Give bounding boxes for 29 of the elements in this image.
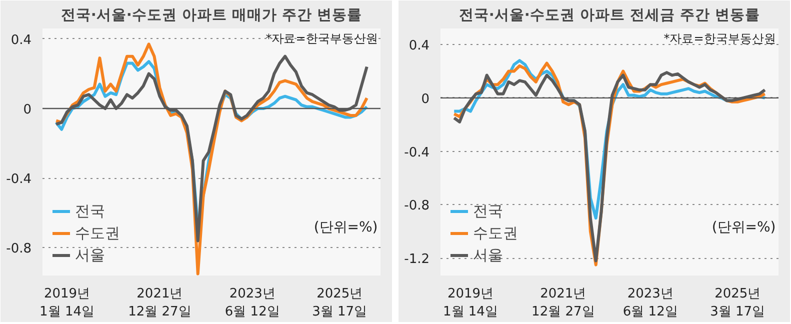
x-tick-label: 2025년 3월 17일 (312, 286, 368, 320)
x-tick-label: 2021년 12월 27일 (532, 286, 595, 320)
annotation: (단위=%) (314, 220, 378, 236)
y-tick-label: -0.8 (6, 242, 32, 257)
y-tick-label: 0.4 (408, 38, 430, 54)
x-tick-label: 2021년 12월 27일 (128, 286, 192, 320)
y-tick-label: -0.4 (404, 145, 430, 160)
legend-label: 서울 (473, 246, 503, 264)
legend-label: 수도권 (473, 224, 518, 242)
y-tick-label: 0 (421, 92, 430, 107)
annotation: *자료=한국부동산원 (664, 32, 776, 46)
x-tick-label: 2019년 1월 14일 (40, 286, 95, 320)
x-tick-label: 2019년 1월 14일 (443, 286, 498, 320)
y-tick-label: 0 (23, 102, 32, 118)
chart-title: 전국·서울·수도권 아파트 전세금 주간 변동률 (458, 8, 760, 24)
annotation: (단위=%) (712, 220, 776, 236)
legend-label: 전국 (75, 202, 105, 220)
y-tick-label: 0.4 (10, 32, 32, 48)
legend-label: 수도권 (75, 224, 120, 242)
x-tick-label: 2023년 6월 12일 (622, 286, 678, 320)
y-tick-label: -0.4 (6, 172, 32, 188)
y-tick-label: -0.8 (404, 198, 430, 214)
y-tick-label: -1.2 (404, 252, 430, 268)
legend-label: 전국 (473, 202, 503, 220)
chart-title: 전국·서울·수도권 아파트 매매가 주간 변동률 (60, 8, 362, 24)
x-tick-label: 2025년 3월 17일 (710, 286, 766, 320)
annotation: *자료=한국부동산원 (266, 32, 378, 46)
x-tick-label: 2023년 6월 12일 (224, 286, 280, 320)
legend-label: 서울 (75, 246, 105, 264)
